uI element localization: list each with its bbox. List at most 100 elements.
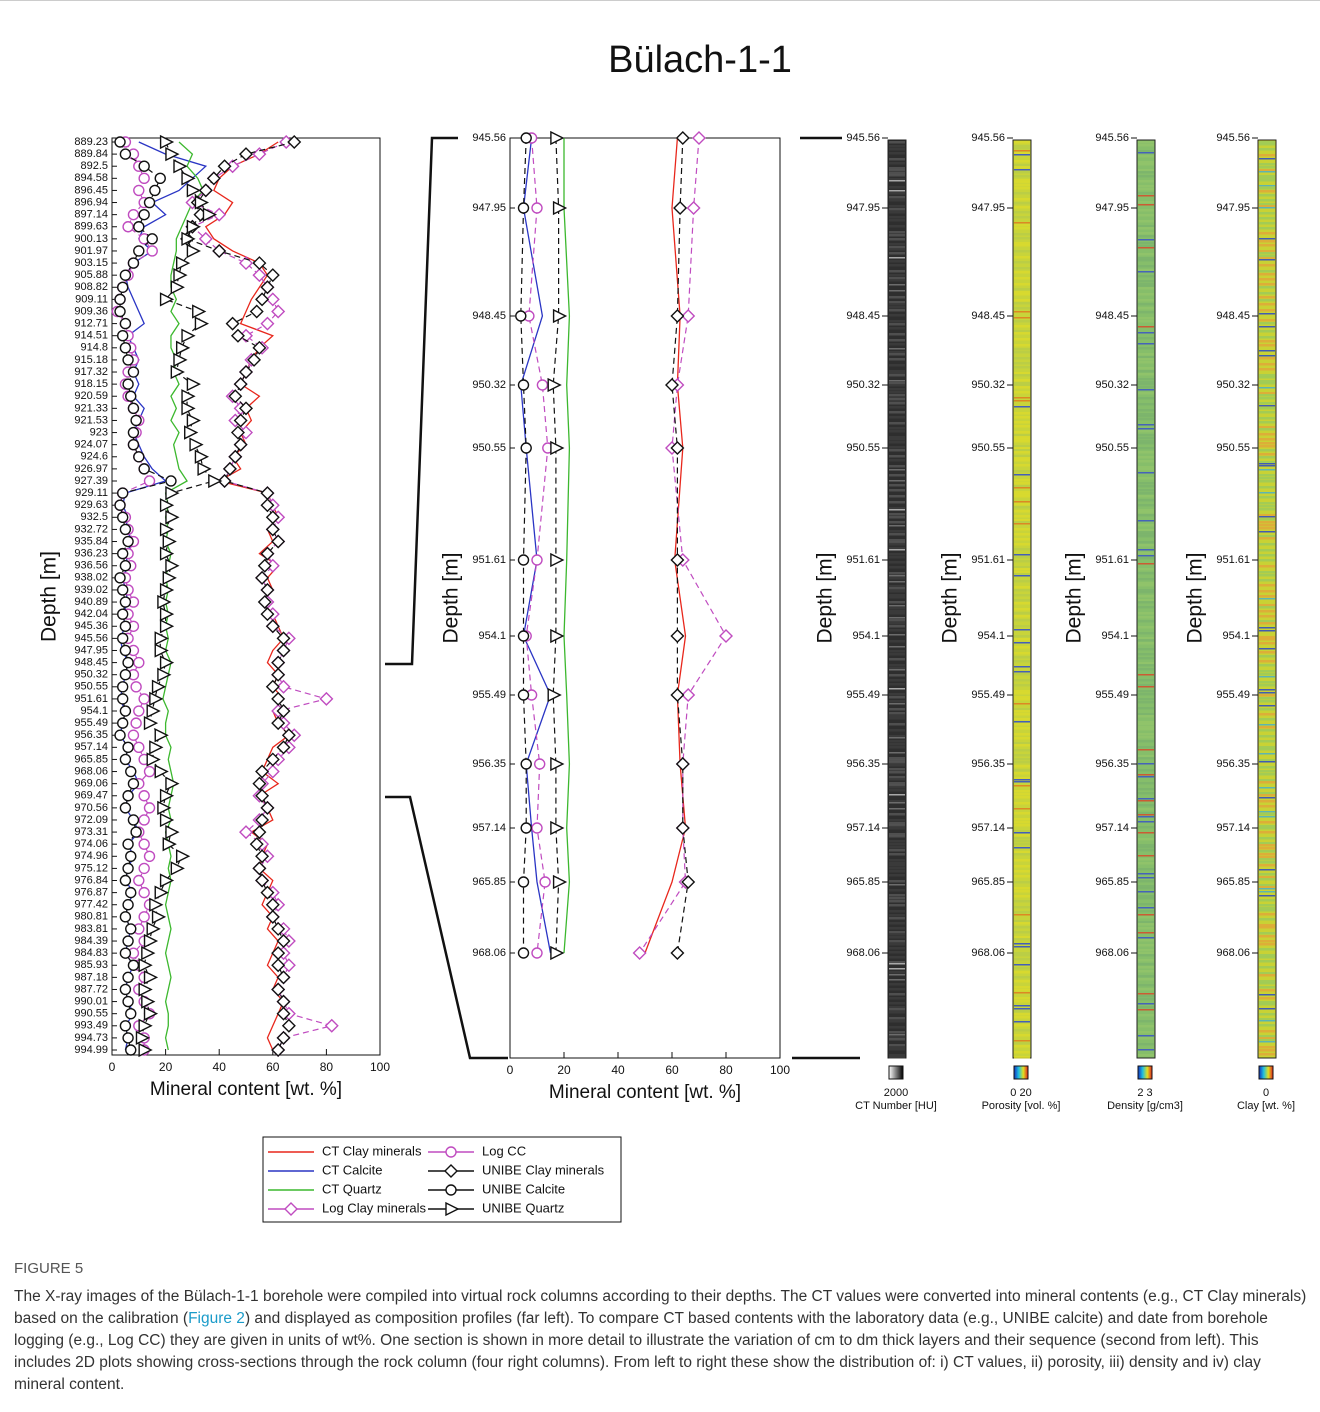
marker (159, 134, 175, 150)
core-layer (1014, 679, 1030, 682)
core-layer (1014, 1045, 1030, 1048)
core-layer (1014, 992, 1030, 994)
core-layer (889, 971, 905, 974)
core-layer (1014, 967, 1030, 970)
marker (233, 413, 248, 428)
marker (206, 171, 221, 186)
core-layer (889, 650, 905, 653)
core-layer (1014, 1042, 1030, 1045)
marker (122, 862, 134, 875)
marker (681, 309, 696, 323)
core-layer (889, 521, 905, 524)
marker (181, 171, 196, 186)
core-layer (1014, 834, 1030, 837)
core-layer (1014, 455, 1030, 458)
y-tick-label: 987.72 (74, 983, 108, 995)
y-tick-label: 912.71 (74, 318, 108, 330)
core-layer (1138, 1020, 1154, 1023)
core-layer (1259, 442, 1275, 445)
y-axis-label: Depth [m] (1063, 552, 1086, 643)
marker (265, 292, 280, 307)
core-layer (1138, 353, 1154, 356)
marker (133, 245, 145, 257)
marker (157, 594, 172, 610)
core-layer (1014, 758, 1030, 761)
core-layer (1014, 594, 1030, 597)
marker (239, 365, 253, 380)
core-layer (1138, 914, 1154, 916)
marker (138, 208, 150, 221)
core-layer (1138, 171, 1154, 174)
core-layer (1138, 713, 1154, 716)
core-layer (1138, 280, 1154, 283)
legend-label: CT Quartz (322, 1181, 382, 1196)
core-layer (1259, 825, 1275, 828)
profile-line (186, 141, 295, 1051)
marker (547, 687, 562, 703)
legend-label: UNIBE Calcite (482, 1181, 565, 1196)
core-layer (1014, 710, 1030, 713)
figure-link[interactable]: Figure 2 (188, 1310, 245, 1327)
core-layer (1014, 523, 1030, 525)
core-layer (1014, 568, 1030, 571)
core-layer (1259, 187, 1275, 190)
marker (127, 777, 140, 790)
core-layer (1259, 1053, 1275, 1056)
core-layer (889, 270, 905, 273)
core-layer (889, 594, 905, 597)
marker (173, 159, 188, 174)
core-layer (1014, 1021, 1030, 1023)
core-layer (1014, 141, 1030, 144)
core-layer (1138, 557, 1154, 560)
core-layer (1138, 877, 1154, 879)
core-layer (889, 674, 905, 677)
core-layer (1014, 548, 1030, 551)
core-layer (889, 541, 905, 544)
y-tick-label: 947.95 (472, 202, 506, 214)
core-layer (1014, 291, 1030, 294)
core-layer (1014, 656, 1030, 659)
core-layer (1138, 846, 1154, 849)
core-layer (1259, 154, 1275, 157)
y-tick-label: 976.87 (74, 887, 108, 899)
core-layer (1014, 566, 1030, 569)
core-layer (1259, 380, 1275, 383)
core-layer (1138, 511, 1154, 514)
marker (276, 704, 291, 719)
core-layer (889, 776, 905, 779)
core-layer (1259, 986, 1275, 989)
core-layer (889, 279, 905, 282)
y-tick-label: 956.35 (971, 758, 1005, 770)
core-layer (1138, 209, 1154, 212)
colorbar-ticks: 2000 (884, 1087, 908, 1099)
core-layer (1014, 181, 1030, 184)
core-layer (1259, 651, 1275, 654)
core-layer (889, 391, 905, 394)
core-layer (1014, 311, 1030, 313)
core-layer (1014, 538, 1030, 541)
core-layer (1259, 956, 1275, 959)
marker (252, 861, 267, 876)
marker (162, 570, 177, 585)
core-layer (1138, 637, 1154, 640)
core-layer (1259, 394, 1275, 397)
core-layer (889, 667, 905, 670)
core-layer (1259, 524, 1275, 527)
core-layer (1014, 772, 1030, 775)
core-layer (1014, 293, 1030, 296)
core-layer (889, 370, 905, 373)
core-layer (1014, 374, 1030, 377)
marker (133, 184, 145, 197)
core-layer (1259, 787, 1275, 789)
y-tick-label: 956.35 (846, 758, 880, 770)
marker (265, 619, 280, 634)
legend-label: CT Calcite (322, 1162, 382, 1177)
core-layer (1259, 773, 1275, 776)
core-layer (1014, 696, 1030, 699)
core-layer (1014, 233, 1030, 236)
core-layer (1138, 937, 1154, 939)
core-layer (1259, 960, 1275, 963)
colorbar (1013, 1065, 1029, 1080)
core-layer (1138, 440, 1154, 443)
marker (143, 933, 159, 949)
